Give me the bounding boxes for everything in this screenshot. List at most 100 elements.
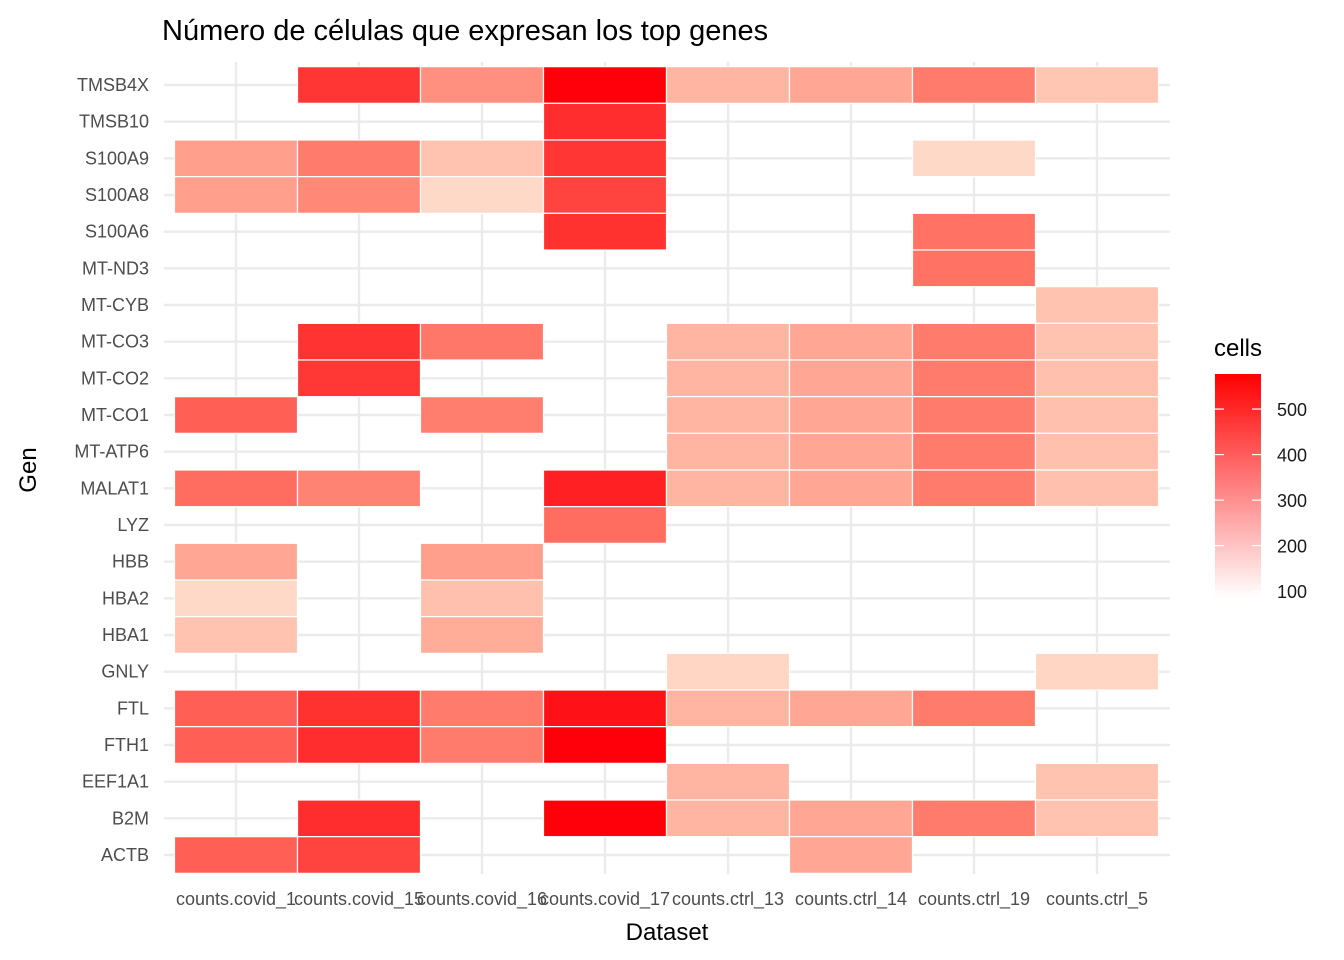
legend-tick-label: 300 xyxy=(1277,491,1307,511)
heatmap-tile xyxy=(173,616,299,654)
heatmap-tile xyxy=(911,689,1037,728)
heatmap-tile xyxy=(665,799,791,838)
heatmap-tile xyxy=(542,506,668,544)
x-tick-label: counts.covid_1 xyxy=(176,889,296,910)
x-tick-label: counts.ctrl_14 xyxy=(795,889,907,910)
heatmap-tile xyxy=(665,322,791,361)
heatmap-tile xyxy=(1034,286,1160,324)
heatmap-tile xyxy=(296,799,422,838)
legend-tick-label: 400 xyxy=(1277,446,1307,466)
heatmap-tile xyxy=(542,689,668,728)
heatmap-tile xyxy=(1034,762,1160,801)
heatmap-tile xyxy=(665,359,791,398)
heatmap-tile xyxy=(1034,66,1160,104)
heatmap-tile xyxy=(173,176,299,214)
chart-title: Número de células que expresan los top g… xyxy=(162,15,768,47)
y-axis-tick-labels: TMSB4X TMSB10 S100A9 S100A8 S100A6 MT-ND3 MT-C… xyxy=(74,75,149,865)
heatmap-tile xyxy=(419,139,545,178)
heatmap-tile xyxy=(296,469,422,508)
heatmap-tile xyxy=(296,689,422,728)
heatmap-tile xyxy=(788,322,914,361)
heatmap-tile xyxy=(419,616,545,654)
y-tick-label: MT-CYB xyxy=(81,295,149,315)
heatmap-tile xyxy=(1034,469,1160,508)
heatmap-tile xyxy=(542,139,668,178)
heatmap-tile xyxy=(296,139,422,178)
heatmap-tile xyxy=(911,432,1037,471)
heatmap-tile xyxy=(665,432,791,471)
heatmap-tile xyxy=(788,396,914,434)
heatmap-tile xyxy=(542,102,668,141)
heatmap-tile xyxy=(296,726,422,764)
x-tick-label: counts.ctrl_13 xyxy=(672,889,784,910)
heatmap-tile xyxy=(788,66,914,104)
heatmap-tile xyxy=(911,359,1037,398)
heatmap-tile xyxy=(665,689,791,728)
heatmap-tile xyxy=(419,66,545,104)
x-tick-label: counts.covid_15 xyxy=(294,889,424,910)
heatmap-tile xyxy=(173,139,299,178)
heatmap-tile xyxy=(665,762,791,801)
y-tick-label: MT-ND3 xyxy=(82,258,149,278)
y-tick-label: S100A9 xyxy=(85,148,149,168)
heatmap-tile xyxy=(788,799,914,838)
legend-tick-label: 500 xyxy=(1277,400,1307,420)
x-tick-label: counts.ctrl_19 xyxy=(918,889,1030,910)
y-axis-title: Gen xyxy=(15,447,42,492)
heatmap-tile xyxy=(911,139,1037,178)
y-tick-label: EEF1A1 xyxy=(82,772,149,792)
heatmap-tile xyxy=(665,396,791,434)
y-tick-label: TMSB10 xyxy=(79,112,149,132)
heatmap-tile xyxy=(1034,652,1160,691)
heatmap-tile xyxy=(296,836,422,874)
heatmap-tile xyxy=(173,579,299,618)
heatmap-tile xyxy=(788,469,914,508)
heatmap-tile xyxy=(419,689,545,728)
heatmap-tile xyxy=(296,322,422,361)
y-tick-label: S100A6 xyxy=(85,222,149,242)
x-tick-label: counts.covid_17 xyxy=(540,889,670,910)
heatmap-tile xyxy=(911,799,1037,838)
heatmap-tile xyxy=(542,176,668,214)
y-tick-label: ACTB xyxy=(101,845,149,865)
y-tick-label: HBA1 xyxy=(102,625,149,645)
heatmap-tile xyxy=(419,322,545,361)
heatmap-tile xyxy=(173,836,299,874)
heatmap-tile xyxy=(788,359,914,398)
heatmap-tile xyxy=(788,836,914,874)
heatmap-tile xyxy=(911,212,1037,251)
heatmap-tile xyxy=(419,579,545,618)
heatmap-tile xyxy=(173,469,299,508)
y-tick-label: MT-ATP6 xyxy=(74,442,149,462)
heatmap-tile xyxy=(911,66,1037,104)
heatmap-tile xyxy=(1034,432,1160,471)
heatmap-tile xyxy=(788,432,914,471)
heatmap-tile xyxy=(665,469,791,508)
y-tick-label: S100A8 xyxy=(85,185,149,205)
heatmap-tile xyxy=(419,726,545,764)
heatmap-tile xyxy=(173,689,299,728)
heatmap-tile xyxy=(542,726,668,764)
legend-tick-label: 100 xyxy=(1277,582,1307,602)
y-tick-label: HBB xyxy=(112,552,149,572)
heatmap-tile xyxy=(1034,396,1160,434)
y-tick-label: TMSB4X xyxy=(77,75,149,95)
y-tick-label: MALAT1 xyxy=(80,478,149,498)
heatmap-tile xyxy=(542,799,668,838)
y-tick-label: GNLY xyxy=(101,662,149,682)
y-tick-label: B2M xyxy=(112,808,149,828)
x-axis-tick-labels: counts.covid_1counts.covid_15counts.covi… xyxy=(176,889,1148,910)
heatmap-tile xyxy=(419,542,545,581)
heatmap-tile xyxy=(542,469,668,508)
y-tick-label: MT-CO3 xyxy=(81,332,149,352)
y-tick-label: FTH1 xyxy=(104,735,149,755)
heatmap-tile xyxy=(665,66,791,104)
x-axis-title: Dataset xyxy=(626,919,709,946)
heatmap-tile xyxy=(173,726,299,764)
legend-colorbar xyxy=(1215,374,1261,598)
heatmap-tile xyxy=(419,176,545,214)
heatmap-tile xyxy=(665,652,791,691)
legend-title: cells xyxy=(1214,335,1262,362)
heatmap-tile xyxy=(542,66,668,104)
x-tick-label: counts.covid_16 xyxy=(417,889,547,910)
